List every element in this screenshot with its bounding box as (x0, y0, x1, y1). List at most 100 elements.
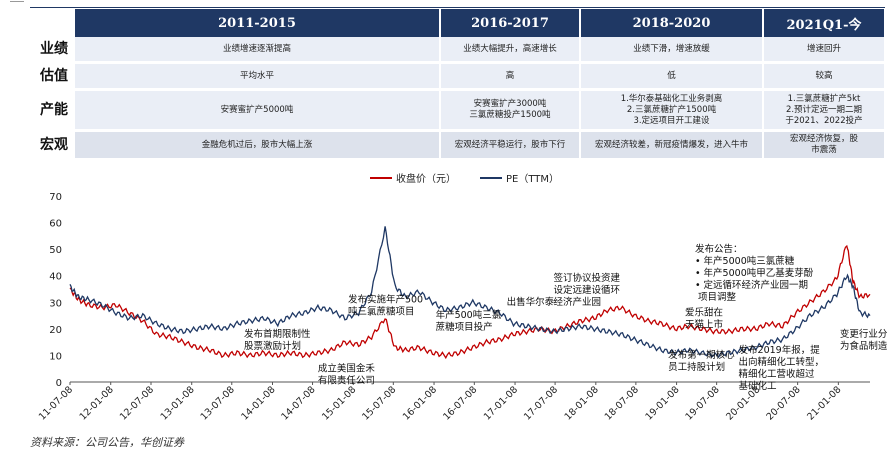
row-label-performance: 业绩 (30, 37, 75, 64)
annotation-line: 出向精细化工转型， (739, 356, 825, 368)
table-row: 产能 安赛蜜扩产5000吨 安赛蜜扩产3000吨 三氯蔗糖投产1500吨 1.华… (30, 89, 886, 132)
phase-summary-table: 2011-2015 2016-2017 2018-2020 2021Q1-今 业… (30, 9, 886, 161)
annotation-line: 发布公告： (695, 243, 743, 255)
y-tick-label: 40 (49, 272, 62, 283)
annotation-line: 签订协议投资建 (554, 272, 621, 284)
series-line-pe-ttm (69, 226, 871, 359)
x-tick-label: 16-07-08 (441, 384, 479, 422)
annotation-label: 发布实施年产500 吨三氯蔗糖项目 (348, 293, 423, 317)
table-cell: 低 (580, 62, 764, 91)
legend-label: 收盘价（元） (396, 172, 456, 185)
annotation-line: 股票激励计划 (244, 340, 301, 352)
annotation-label: 成立美国金禾有限责任公司 (318, 362, 376, 386)
annotation-label: 发布公告：• 年产5000吨三氯蔗糖• 年产5000吨甲乙基麦芽酚• 定远循环经… (695, 243, 814, 303)
table-cell: 平均水平 (74, 62, 441, 91)
x-tick-label: 11-07-08 (37, 384, 75, 422)
x-tick-label: 12-07-08 (118, 384, 156, 422)
annotation-line: 成立美国金禾 (318, 362, 376, 374)
annotation-label: 签订协议投资建设定远建设循环经济产业园 (554, 272, 621, 308)
x-tick-label: 15-07-08 (360, 384, 398, 422)
y-tick-label: 0 (56, 378, 62, 389)
x-tick-label: 14-01-08 (239, 384, 277, 422)
table-header-corner (30, 9, 75, 37)
annotation-line: • 年产5000吨甲乙基麦芽酚 (695, 267, 814, 279)
table-cell: 较高 (763, 62, 886, 91)
x-tick-label: 21-01-08 (805, 384, 843, 422)
annotation-label: 变更行业分类为食品制造业 (840, 328, 887, 352)
annotation-line: 年产500吨三氯 (436, 309, 502, 321)
annotation-line: 发布首期限制性 (244, 328, 311, 340)
y-tick-label: 30 (49, 298, 62, 309)
table-cell: 宏观经济较差，新冠疫情爆发，进入牛市 (580, 130, 764, 161)
table-row: 宏观 金融危机过后，股市大幅上涨 宏观经济平稳运行，股市下行 宏观经济较差，新冠… (30, 130, 886, 161)
row-label-macro: 宏观 (30, 130, 75, 161)
table-row: 业绩 业绩增速逐渐提高 业绩大幅提升，高速增长 业绩下滑，增速放缓 增速回升 (30, 37, 886, 64)
table-header-2011-2015: 2011-2015 (74, 9, 441, 37)
table-cell: 1.华尔泰基础化工业务剥离 2.三氯蔗糖扩产1500吨 3.定远项目开工建设 (580, 89, 764, 132)
header-rule (30, 7, 885, 8)
y-tick-label: 20 (49, 325, 62, 336)
table-cell: 宏观经济恢复，股 市震荡 (763, 130, 886, 161)
annotation-line: 变更行业分类 (840, 328, 887, 340)
x-tick-label: 16-01-08 (401, 384, 439, 422)
annotation-line: 经济产业园 (554, 296, 602, 308)
table-cell: 业绩增速逐渐提高 (74, 37, 441, 64)
table-header-row: 2011-2015 2016-2017 2018-2020 2021Q1-今 (30, 9, 886, 37)
annotation-line: 为食品制造业 (840, 340, 887, 352)
table-cell: 高 (440, 62, 581, 91)
annotation-line: 蔗糖项目投产 (436, 321, 493, 333)
table-header-2018-2020: 2018-2020 (580, 9, 764, 37)
y-tick-label: 60 (49, 219, 62, 230)
x-tick-label: 18-01-08 (563, 384, 601, 422)
annotation-line: 设定远建设循环 (554, 284, 621, 296)
annotation-line: 出售华尔泰 (507, 296, 555, 308)
annotation-label: 爱乐甜在天猫上市 (685, 307, 724, 331)
annotation-line: 发布实施年产500 (348, 293, 423, 305)
annotation-line: • 年产5000吨三氯蔗糖 (695, 255, 795, 267)
annotation-line: 发布第一期核心 (668, 349, 735, 361)
top-decoration (0, 0, 887, 6)
annotation-label: 发布第一期核心员工持股计划 (668, 349, 735, 373)
annotation-label: 发布2019年报，提出向精细化工转型，精细化工营收超过基础化工 (739, 344, 825, 392)
y-tick-label: 10 (49, 351, 62, 362)
x-tick-label: 18-07-08 (603, 384, 641, 422)
y-tick-label: 50 (49, 245, 62, 256)
x-tick-label: 19-07-08 (683, 384, 721, 422)
table-row: 估值 平均水平 高 低 较高 (30, 62, 886, 91)
annotation-label: 年产500吨三氯蔗糖项目投产 (436, 309, 502, 333)
x-tick-label: 15-01-08 (320, 384, 358, 422)
x-tick-label: 13-07-08 (199, 384, 237, 422)
annotation-line: 基础化工 (739, 380, 778, 392)
annotation-label: 出售华尔泰 (507, 296, 555, 308)
annotation-label: 发布首期限制性股票激励计划 (244, 328, 311, 352)
table-cell: 宏观经济平稳运行，股市下行 (440, 130, 581, 161)
y-tick-label: 70 (49, 192, 62, 203)
series-line-close-price (69, 244, 871, 360)
x-tick-label: 13-01-08 (159, 384, 197, 422)
annotation-line: 发布2019年报，提 (739, 344, 821, 356)
annotation-line: 吨三氯蔗糖项目 (348, 305, 415, 317)
table-cell: 增速回升 (763, 37, 886, 64)
x-tick-label: 17-07-08 (522, 384, 560, 422)
table-cell: 安赛蜜扩产3000吨 三氯蔗糖投产1500吨 (440, 89, 581, 132)
x-tick-label: 19-01-08 (643, 384, 681, 422)
annotation-line: 爱乐甜在 (685, 307, 723, 319)
table-cell: 业绩下滑，增速放缓 (580, 37, 764, 64)
source-note: 资料来源：公司公告，华创证券 (30, 436, 184, 449)
row-label-capacity: 产能 (30, 89, 75, 132)
table-cell: 业绩大幅提升，高速增长 (440, 37, 581, 64)
table-cell: 1.三氯蔗糖扩产5kt 2.预计定远一期二期 于2021、2022投产 (763, 89, 886, 132)
annotation-line: 员工持股计划 (668, 361, 725, 373)
table-header-2021q1: 2021Q1-今 (763, 9, 886, 37)
annotation-line: 天猫上市 (685, 319, 724, 331)
x-tick-label: 12-01-08 (78, 384, 116, 422)
annotation-line: • 定远循环经济产业园一期 (695, 279, 808, 291)
table-cell: 安赛蜜扩产5000吨 (74, 89, 441, 132)
annotation-line: 有限责任公司 (318, 374, 375, 386)
legend-label: PE（TTM） (506, 173, 559, 185)
table-cell: 金融危机过后，股市大幅上涨 (74, 130, 441, 161)
x-tick-label: 14-07-08 (279, 384, 317, 422)
x-tick-label: 17-01-08 (482, 384, 520, 422)
table-header-2016-2017: 2016-2017 (440, 9, 581, 37)
